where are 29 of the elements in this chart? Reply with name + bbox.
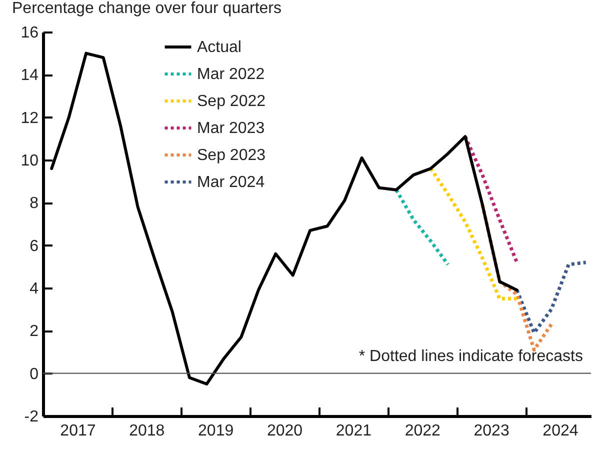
legend-label: Mar 2023 (197, 120, 265, 137)
legend-label: Actual (197, 39, 242, 56)
y-tick-label: 8 (30, 195, 39, 212)
annotation: * Dotted lines indicate forecasts (358, 348, 583, 365)
y-tick-label: 2 (30, 323, 39, 340)
x-tick-label: 2019 (198, 422, 234, 440)
y-tick-label: 10 (20, 152, 39, 170)
y-tick-label: 12 (20, 110, 39, 127)
legend-label: Sep 2023 (197, 147, 266, 164)
chart-title: Percentage change over four quarters (12, 0, 282, 17)
y-tick-label: 16 (20, 24, 39, 42)
y-tick-label: 0 (30, 366, 39, 383)
x-tick-label: 2018 (129, 422, 165, 440)
x-tick-label: 2024 (542, 422, 578, 440)
x-tick-label: 2021 (336, 422, 372, 440)
x-tick-label: 2017 (60, 422, 96, 440)
y-tick-label: 14 (20, 67, 39, 84)
x-tick-label: 2022 (404, 422, 441, 440)
x-tick-label: 2020 (266, 422, 303, 440)
y-tick-label: -2 (24, 408, 39, 426)
legend-label: Sep 2022 (197, 93, 266, 110)
x-tick-label: 2023 (474, 422, 510, 440)
legend-label: Mar 2022 (197, 66, 265, 83)
line-series (428, 166, 519, 300)
y-tick-label: 4 (30, 280, 39, 298)
line-series (394, 188, 450, 266)
y-tick-label: 6 (30, 238, 39, 255)
line-series (515, 260, 588, 335)
legend-label: Mar 2024 (197, 174, 265, 191)
